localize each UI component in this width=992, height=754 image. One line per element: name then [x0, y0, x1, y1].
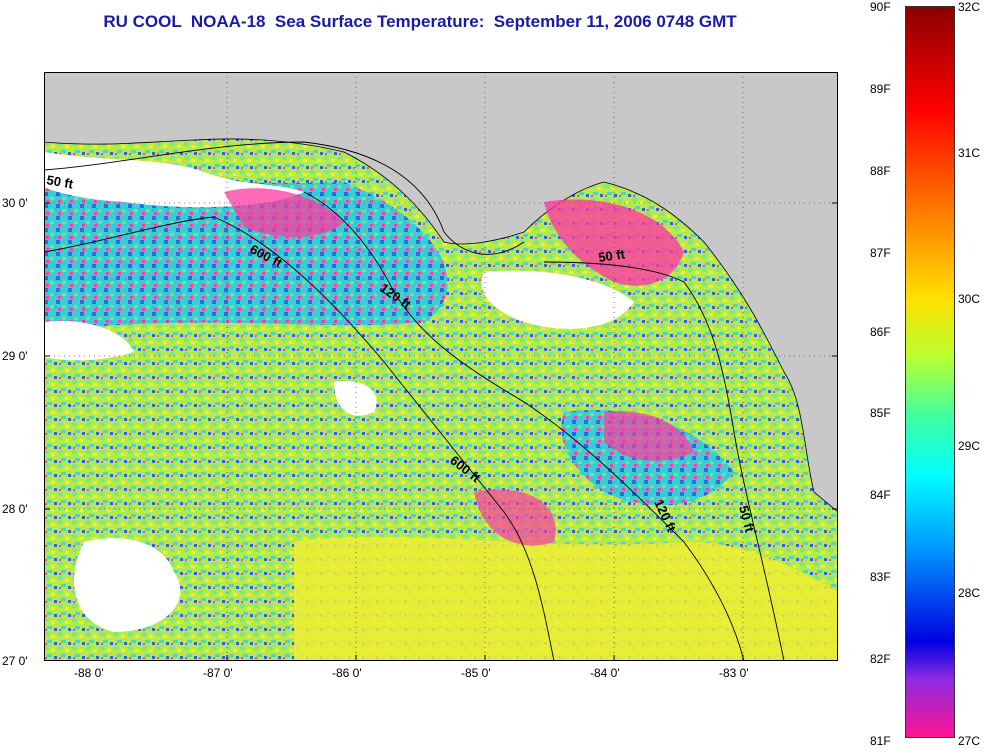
fahrenheit-label: 84F: [870, 488, 891, 502]
contour-label: 50 ft: [597, 246, 626, 265]
celsius-label: 30C: [958, 292, 981, 306]
celsius-label: 27C: [958, 734, 981, 748]
fahrenheit-label: 83F: [870, 570, 891, 584]
fahrenheit-label: 82F: [870, 652, 891, 666]
fahrenheit-label: 81F: [870, 734, 891, 748]
map-frame: [44, 72, 838, 661]
pink-patch: [474, 489, 556, 546]
lon-label: -85 0': [461, 666, 491, 680]
contour-label: 50 ft: [45, 172, 75, 192]
lon-label: -83 0': [719, 666, 749, 680]
cloud-patch: [334, 381, 377, 416]
fahrenheit-label: 90F: [870, 0, 891, 14]
fahrenheit-label: 86F: [870, 325, 891, 339]
map-canvas: 50 ft 600 ft 120 ft 600 ft 50 ft 120 ft …: [44, 72, 838, 661]
cloud-patch: [44, 320, 134, 361]
color-scale-bar: [905, 6, 955, 738]
fahrenheit-label: 85F: [870, 406, 891, 420]
lon-label: -84 0': [590, 666, 620, 680]
bathymetry-contours: [44, 141, 785, 661]
fahrenheit-label: 89F: [870, 82, 891, 96]
warm-region: [294, 537, 838, 661]
lon-label: -87 0': [203, 666, 233, 680]
map-grid: [44, 72, 838, 661]
sst-map: 50 ft 600 ft 120 ft 600 ft 50 ft 120 ft …: [44, 72, 838, 661]
contour-label: 50 ft: [736, 504, 758, 534]
chart-title: RU COOL NOAA-18 Sea Surface Temperature:…: [103, 12, 737, 31]
lat-label: 27 0': [2, 654, 28, 668]
lon-label: -88 0': [74, 666, 104, 680]
fahrenheit-label: 88F: [870, 164, 891, 178]
lon-label: -86 0': [332, 666, 362, 680]
pink-patch: [604, 411, 694, 461]
lat-label: 29 0': [2, 349, 28, 363]
celsius-label: 28C: [958, 586, 981, 600]
cloud-patch: [74, 538, 181, 632]
celsius-label: 31C: [958, 146, 981, 160]
map-ticks: [44, 202, 838, 661]
cloud-patch: [481, 270, 634, 329]
celsius-label: 32C: [958, 0, 981, 14]
pink-patch: [224, 188, 344, 237]
fahrenheit-label: 87F: [870, 246, 891, 260]
lat-label: 30 0': [2, 196, 28, 210]
land-mass: [44, 72, 838, 513]
cool-region-north: [44, 178, 448, 332]
lat-label: 28 0': [2, 502, 28, 516]
celsius-label: 29C: [958, 439, 981, 453]
